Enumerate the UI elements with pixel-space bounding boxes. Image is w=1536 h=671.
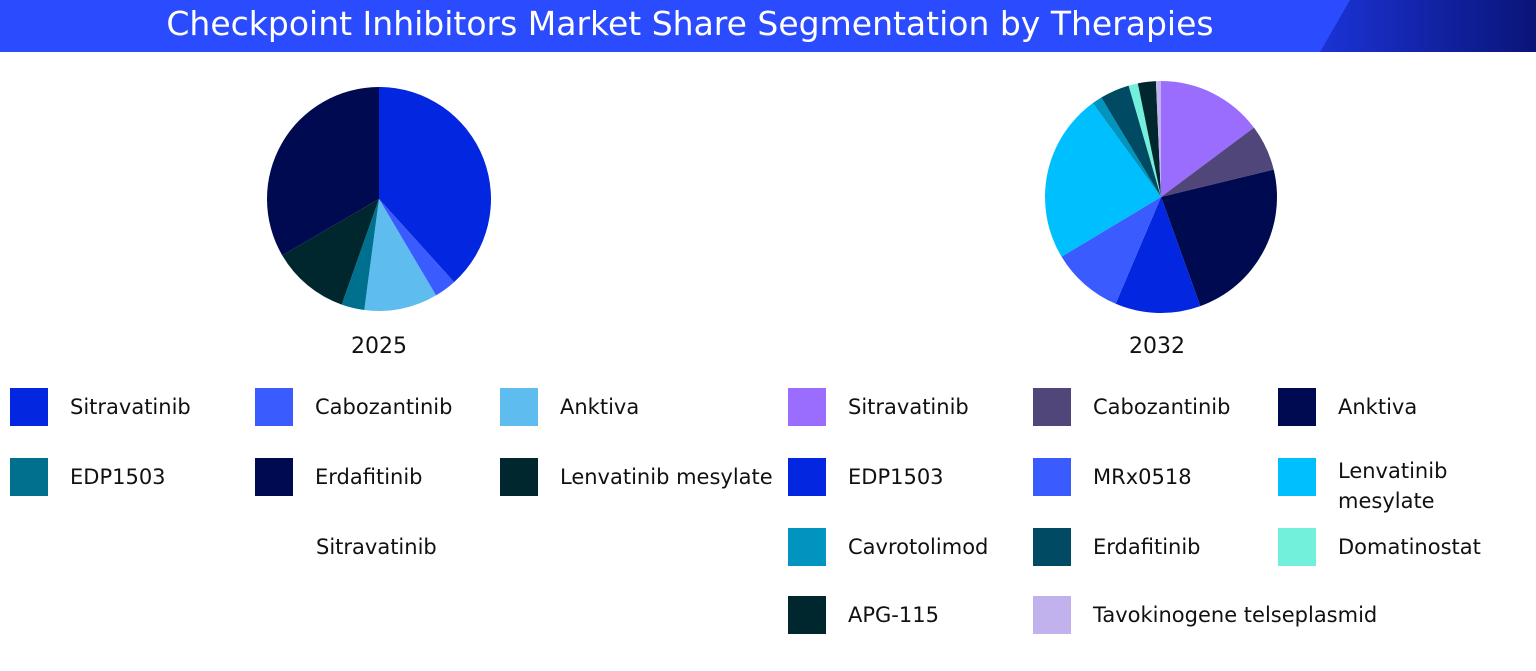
legend-label: Cavrotolimod [848,535,989,559]
legend-item: APG-115 [788,596,939,634]
legend-item: Anktiva [500,388,639,426]
legend-item: MRx0518 [1033,458,1192,496]
pie-slice-erdafitinib [267,87,379,256]
legend-swatch [788,596,826,634]
pie-title-2025: 2025 [351,334,407,359]
legend-swatch [10,388,48,426]
legend-label: Tavokinogene telseplasmid [1093,603,1378,627]
legend-item: Lenvatinib mesylate [500,458,773,496]
pie-slice-cabozantinib [379,199,455,296]
legend-swatch [1278,388,1316,426]
legend-swatch [1278,458,1316,496]
legend-swatch [500,458,538,496]
title-bar: Checkpoint Inhibitors Market Share Segme… [0,0,1536,52]
chart-title: Checkpoint Inhibitors Market Share Segme… [166,4,1214,43]
legend-label: Domatinostat [1338,535,1481,559]
legend-label: Cabozantinib [315,395,453,419]
legend-swatch [500,388,538,426]
pie-slice-edp1503 [1115,197,1201,313]
pie-chart-2025 [267,87,492,311]
legend-item: Lenvatinib mesylate [1278,458,1478,516]
legend-label: Erdafitinib [1093,535,1201,559]
legend-label: Cabozantinib [1093,395,1231,419]
legend-item: Domatinostat [1278,528,1481,566]
pie-slice-cabozantinib [1161,127,1274,197]
pie-slice-apg-115 [1137,81,1161,197]
pie-slice-lenvatinib-mesylate [1045,103,1161,257]
legend-item: Erdafitinib [1033,528,1201,566]
legend-swatch [1033,388,1071,426]
legend-swatch [255,458,293,496]
legend-swatch [788,528,826,566]
legend-label: Lenvatinib mesylate [560,465,773,489]
pie-chart-2032 [1045,81,1277,313]
legend-swatch [1033,596,1071,634]
pie-slice-mrx0518 [1061,197,1161,304]
legend-label: Lenvatinib mesylate [1338,459,1448,513]
legend-label: Sitravatinib [316,535,437,559]
legend-item: EDP1503 [788,458,944,496]
legend-swatch [788,388,826,426]
legend-swatch [1278,528,1316,566]
pie-slice-erdafitinib [1101,85,1161,197]
pie-slice-lenvatinib-mesylate [282,199,379,305]
pie-slice-anktiva [364,199,437,311]
title-bar-accent [1320,0,1536,52]
legend-item: Cabozantinib [1033,388,1230,426]
legend-label: EDP1503 [70,465,166,489]
legend-item: Sitravatinib [10,388,191,426]
pie-title-2032: 2032 [1129,334,1185,359]
legend-swatch [10,458,48,496]
legend-item: Anktiva [1278,388,1417,426]
legend-item: Erdafitinib [255,458,423,496]
legend-swatch [1033,528,1071,566]
legend-item: Cavrotolimod [788,528,988,566]
legend-swatch [788,458,826,496]
legend-label: Anktiva [560,395,640,419]
pie-slice-tavokinogene-telseplasmid [1155,81,1161,197]
legend-label: MRx0518 [1093,465,1192,489]
legend-label: Sitravatinib [848,395,969,419]
legend-item: Cabozantinib [255,388,452,426]
legend-item: Sitravatinib [788,388,969,426]
legend-swatch [1033,458,1071,496]
pie-slice-edp1503 [341,199,379,311]
legend-label: Erdafitinib [315,465,423,489]
legend-item: Sitravatinib [316,528,437,562]
legend-swatch [255,388,293,426]
legend-label: EDP1503 [848,465,944,489]
legend-item: Tavokinogene telseplasmid [1033,596,1377,634]
legend-label: Anktiva [1338,395,1418,419]
legend-item: EDP1503 [10,458,166,496]
pie-slice-cavrotolimod [1092,97,1161,197]
pie-slice-sitravatinib [379,87,492,283]
legend-label: Sitravatinib [70,395,191,419]
pie-slice-domatinostat [1128,83,1161,197]
pie-slice-sitravatinib [1161,81,1254,197]
pie-slice-anktiva [1161,169,1277,307]
legend-label: APG-115 [848,603,939,627]
